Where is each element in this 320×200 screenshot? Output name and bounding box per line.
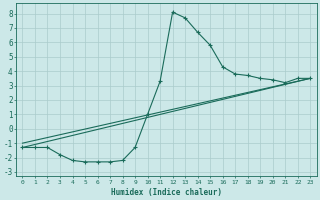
X-axis label: Humidex (Indice chaleur): Humidex (Indice chaleur) [111,188,222,197]
